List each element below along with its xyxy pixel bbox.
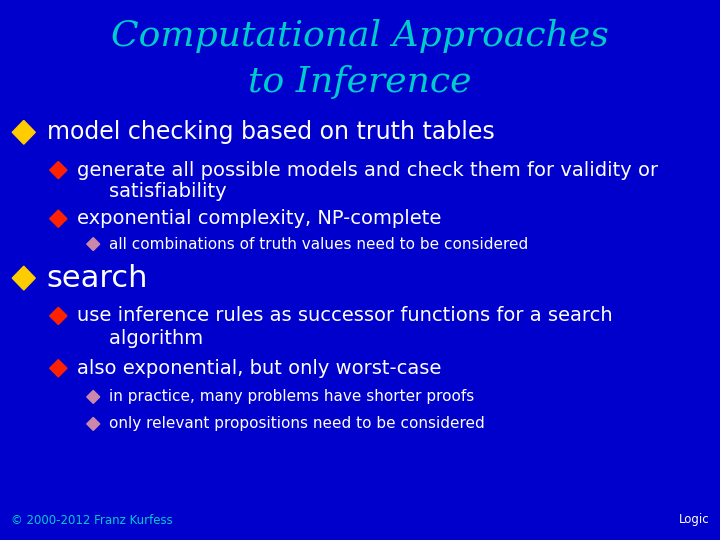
- Text: all combinations of truth values need to be considered: all combinations of truth values need to…: [109, 237, 528, 252]
- Text: generate all possible models and check them for validity or: generate all possible models and check t…: [77, 160, 658, 180]
- Text: only relevant propositions need to be considered: only relevant propositions need to be co…: [109, 416, 485, 431]
- Text: © 2000-2012 Franz Kurfess: © 2000-2012 Franz Kurfess: [11, 514, 173, 526]
- Text: algorithm: algorithm: [84, 329, 203, 348]
- Polygon shape: [87, 390, 99, 403]
- Polygon shape: [50, 360, 67, 377]
- Text: exponential complexity, NP-complete: exponential complexity, NP-complete: [77, 209, 441, 228]
- Polygon shape: [12, 266, 35, 290]
- Text: search: search: [47, 264, 148, 293]
- Polygon shape: [50, 210, 67, 227]
- Text: satisfiability: satisfiability: [84, 182, 227, 201]
- Text: use inference rules as successor functions for a search: use inference rules as successor functio…: [77, 306, 613, 326]
- Polygon shape: [12, 120, 35, 144]
- Polygon shape: [87, 238, 99, 251]
- Text: Computational Approaches: Computational Approaches: [111, 19, 609, 53]
- Polygon shape: [87, 417, 99, 430]
- Text: Logic: Logic: [678, 514, 709, 526]
- Text: to Inference: to Inference: [248, 65, 472, 99]
- Text: model checking based on truth tables: model checking based on truth tables: [47, 120, 495, 144]
- Polygon shape: [50, 161, 67, 179]
- Text: also exponential, but only worst-case: also exponential, but only worst-case: [77, 359, 441, 378]
- Polygon shape: [50, 307, 67, 325]
- Text: in practice, many problems have shorter proofs: in practice, many problems have shorter …: [109, 389, 474, 404]
